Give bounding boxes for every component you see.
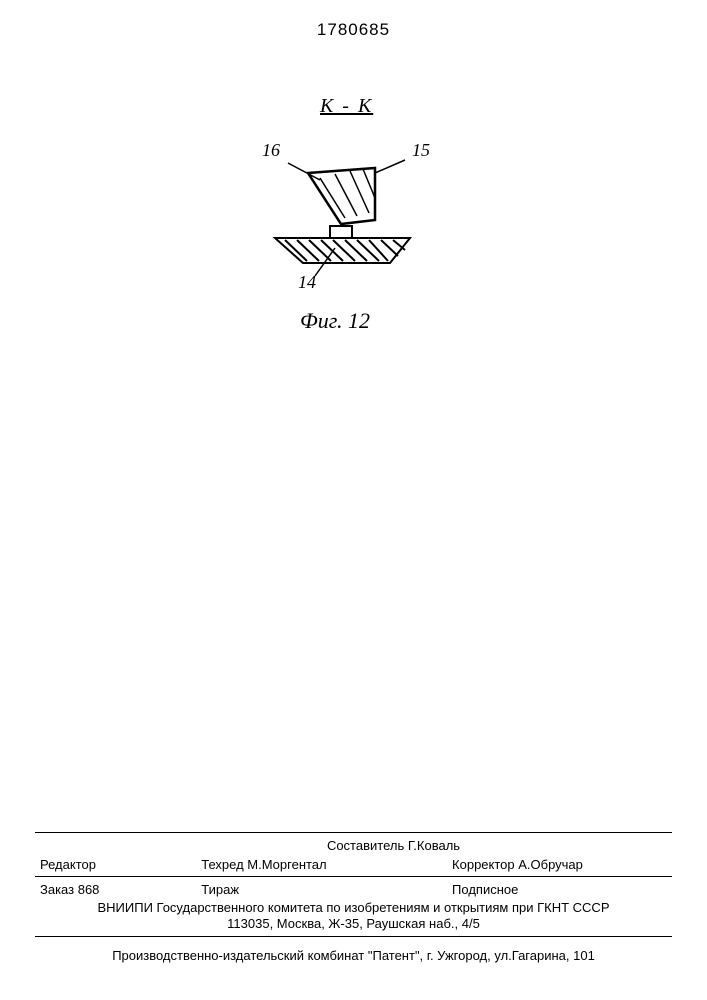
tirazh-label: Тираж <box>201 882 452 897</box>
footer-order-row: Заказ 868 Тираж Подписное <box>40 882 667 897</box>
footer-credits: Составитель Г.Коваль Редактор Техред М.М… <box>40 838 667 874</box>
page: 1780685 К - К <box>0 0 707 1000</box>
editor-label: Редактор <box>40 857 201 874</box>
printer-line: Производственно-издательский комбинат "П… <box>40 948 667 963</box>
compiler-line: Составитель Г.Коваль <box>40 838 667 855</box>
callout-15: 15 <box>412 140 430 161</box>
order-label: Заказ 868 <box>40 882 201 897</box>
callout-14: 14 <box>298 272 316 293</box>
callout-16: 16 <box>262 140 280 161</box>
corrector-label: Корректор А.Обручар <box>452 857 667 874</box>
document-number: 1780685 <box>0 20 707 40</box>
address-line: 113035, Москва, Ж-35, Раушская наб., 4/5 <box>40 916 667 931</box>
section-label: К - К <box>320 95 373 118</box>
divider-1 <box>35 832 672 833</box>
podpisnoe-label: Подписное <box>452 882 667 897</box>
divider-3 <box>35 936 672 937</box>
divider-2 <box>35 876 672 877</box>
figure-caption: Фиг. 12 <box>300 308 370 334</box>
org-line: ВНИИПИ Государственного комитета по изоб… <box>40 900 667 915</box>
techred-label: Техред М.Моргентал <box>201 857 452 874</box>
